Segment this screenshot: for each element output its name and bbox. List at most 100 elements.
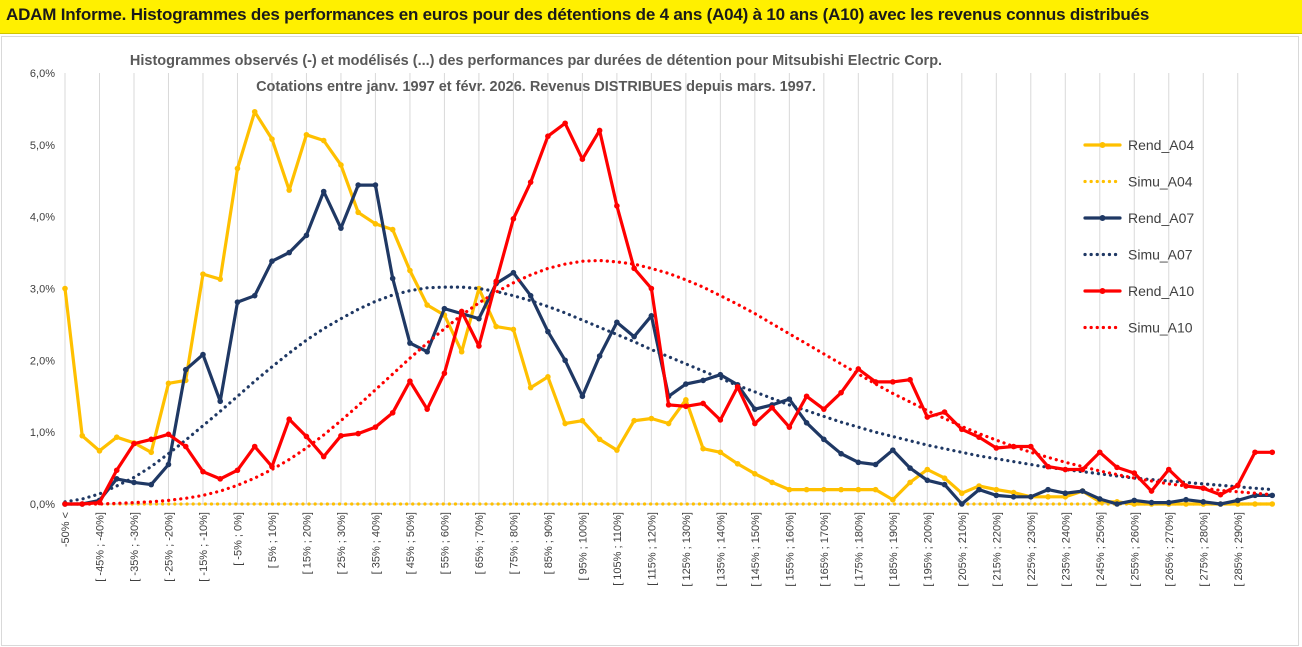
legend-item-Rend_A07: Rend_A07 <box>1083 210 1194 226</box>
point-Rend_A07 <box>1269 492 1276 499</box>
point-Rend_A04 <box>148 449 155 456</box>
legend-item-Rend_A04: Rend_A04 <box>1083 137 1194 153</box>
point-Rend_A10 <box>476 343 482 349</box>
point-Rend_A04 <box>251 108 258 115</box>
point-Rend_A07 <box>148 481 155 488</box>
point-Rend_A10 <box>614 203 620 209</box>
x-tick-label: [ 115% ; 120%] <box>646 512 658 586</box>
point-Rend_A10 <box>200 468 206 475</box>
point-Rend_A07 <box>717 371 724 378</box>
point-Rend_A07 <box>545 328 551 335</box>
chart-title: Histogrammes observés (-) et modélisés (… <box>130 53 942 69</box>
point-Rend_A04 <box>303 131 310 138</box>
point-Rend_A10 <box>545 133 551 140</box>
point-Rend_A10 <box>993 445 1000 451</box>
point-Rend_A07 <box>113 476 120 482</box>
x-tick-label: [ 85% ; 90%] <box>543 512 555 574</box>
x-tick-label: [ 185% ; 190%] <box>888 512 900 587</box>
point-Rend_A04 <box>79 432 86 439</box>
point-Rend_A04 <box>631 417 637 424</box>
point-Rend_A04 <box>734 460 741 467</box>
legend-label-Simu_A07: Simu_A07 <box>1128 247 1193 263</box>
point-Rend_A07 <box>959 501 965 507</box>
series-Rend_A10 <box>62 120 1276 507</box>
point-Rend_A07 <box>234 299 241 305</box>
x-tick-label: [ 155% ; 160%] <box>784 512 796 587</box>
point-Rend_A07 <box>1148 499 1155 506</box>
point-Rend_A07 <box>286 249 293 256</box>
histogram-chart: 0,0% 1,0% 2,0% 3,0% 4,0% 5,0% 6,0% -50% < [ -45%… <box>30 53 1276 587</box>
point-Rend_A07 <box>1062 490 1069 497</box>
point-Rend_A07 <box>1010 494 1017 500</box>
series-layer <box>62 108 1276 507</box>
point-Rend_A04 <box>217 276 224 282</box>
point-Rend_A10 <box>320 453 327 460</box>
point-Rend_A10 <box>1096 449 1103 456</box>
point-Rend_A04 <box>510 326 517 333</box>
legend-label-Rend_A10: Rend_A10 <box>1128 283 1194 299</box>
point-Rend_A04 <box>320 137 327 144</box>
point-Rend_A07 <box>355 182 361 188</box>
point-Rend_A10 <box>424 406 430 412</box>
point-Rend_A10 <box>1045 463 1051 470</box>
x-tick-label: [ 145% ; 150%] <box>750 512 762 587</box>
point-Rend_A04 <box>96 448 103 454</box>
point-Rend_A04 <box>458 348 465 355</box>
point-Rend_A10 <box>510 216 517 222</box>
point-Rend_A04 <box>890 496 896 503</box>
point-Rend_A10 <box>1234 482 1241 489</box>
x-tick-label: [ 275% ; 280%] <box>1198 512 1210 587</box>
point-Rend_A10 <box>113 467 120 474</box>
point-Rend_A07 <box>890 447 896 453</box>
legend-label-Rend_A07: Rend_A07 <box>1128 210 1194 226</box>
x-tick-label: [ 225% ; 230%] <box>1026 512 1038 587</box>
series-line-Rend_A04 <box>63 110 1274 506</box>
point-Rend_A10 <box>821 406 827 412</box>
point-Rend_A04 <box>752 471 758 477</box>
point-Rend_A10 <box>251 443 258 450</box>
point-Rend_A07 <box>407 340 413 346</box>
point-Rend_A10 <box>148 436 155 443</box>
y-tick-label: 5,0% <box>30 140 55 152</box>
point-Rend_A10 <box>458 308 465 315</box>
point-Rend_A07 <box>907 465 913 471</box>
point-Rend_A07 <box>700 377 706 384</box>
series-Simu_A07 <box>63 285 1274 504</box>
point-Rend_A10 <box>752 420 758 427</box>
y-tick-label: 1,0% <box>30 427 55 439</box>
point-Rend_A07 <box>131 479 137 486</box>
point-Rend_A07 <box>338 225 344 231</box>
point-Rend_A04 <box>424 302 430 308</box>
point-Rend_A10 <box>131 440 137 447</box>
legend-marker-Rend_A10 <box>1099 288 1106 294</box>
point-Rend_A10 <box>717 417 724 423</box>
point-Rend_A07 <box>648 312 655 319</box>
x-tick-label: [ 265% ; 270%] <box>1164 512 1176 587</box>
point-Rend_A07 <box>424 348 430 355</box>
point-Rend_A10 <box>389 409 396 416</box>
point-Rend_A10 <box>1114 464 1120 471</box>
point-Rend_A04 <box>476 285 482 292</box>
point-Rend_A10 <box>1217 491 1224 498</box>
point-Rend_A04 <box>355 209 361 216</box>
point-Rend_A10 <box>941 409 948 415</box>
x-tick-label: [ 125% ; 130%] <box>681 512 693 587</box>
point-Rend_A04 <box>700 445 706 452</box>
point-Rend_A07 <box>941 481 948 488</box>
point-Rend_A07 <box>1114 501 1120 507</box>
point-Rend_A04 <box>165 380 172 387</box>
point-Rend_A10 <box>407 378 413 384</box>
point-Rend_A10 <box>1148 488 1155 494</box>
point-Rend_A04 <box>683 397 689 403</box>
point-Rend_A10 <box>1252 449 1258 456</box>
point-Rend_A07 <box>165 461 172 468</box>
x-tick-label: [ 75% ; 80%] <box>508 512 520 574</box>
point-Rend_A10 <box>493 278 499 285</box>
x-tick-label: [ 15% ; 20%] <box>301 512 313 574</box>
point-Rend_A07 <box>596 353 603 359</box>
point-Rend_A07 <box>1096 496 1103 502</box>
point-Rend_A07 <box>1200 499 1207 505</box>
point-Rend_A07 <box>320 188 327 195</box>
point-Rend_A04 <box>200 271 206 277</box>
x-tick-label: [ -25% ; -20%] <box>163 512 175 582</box>
